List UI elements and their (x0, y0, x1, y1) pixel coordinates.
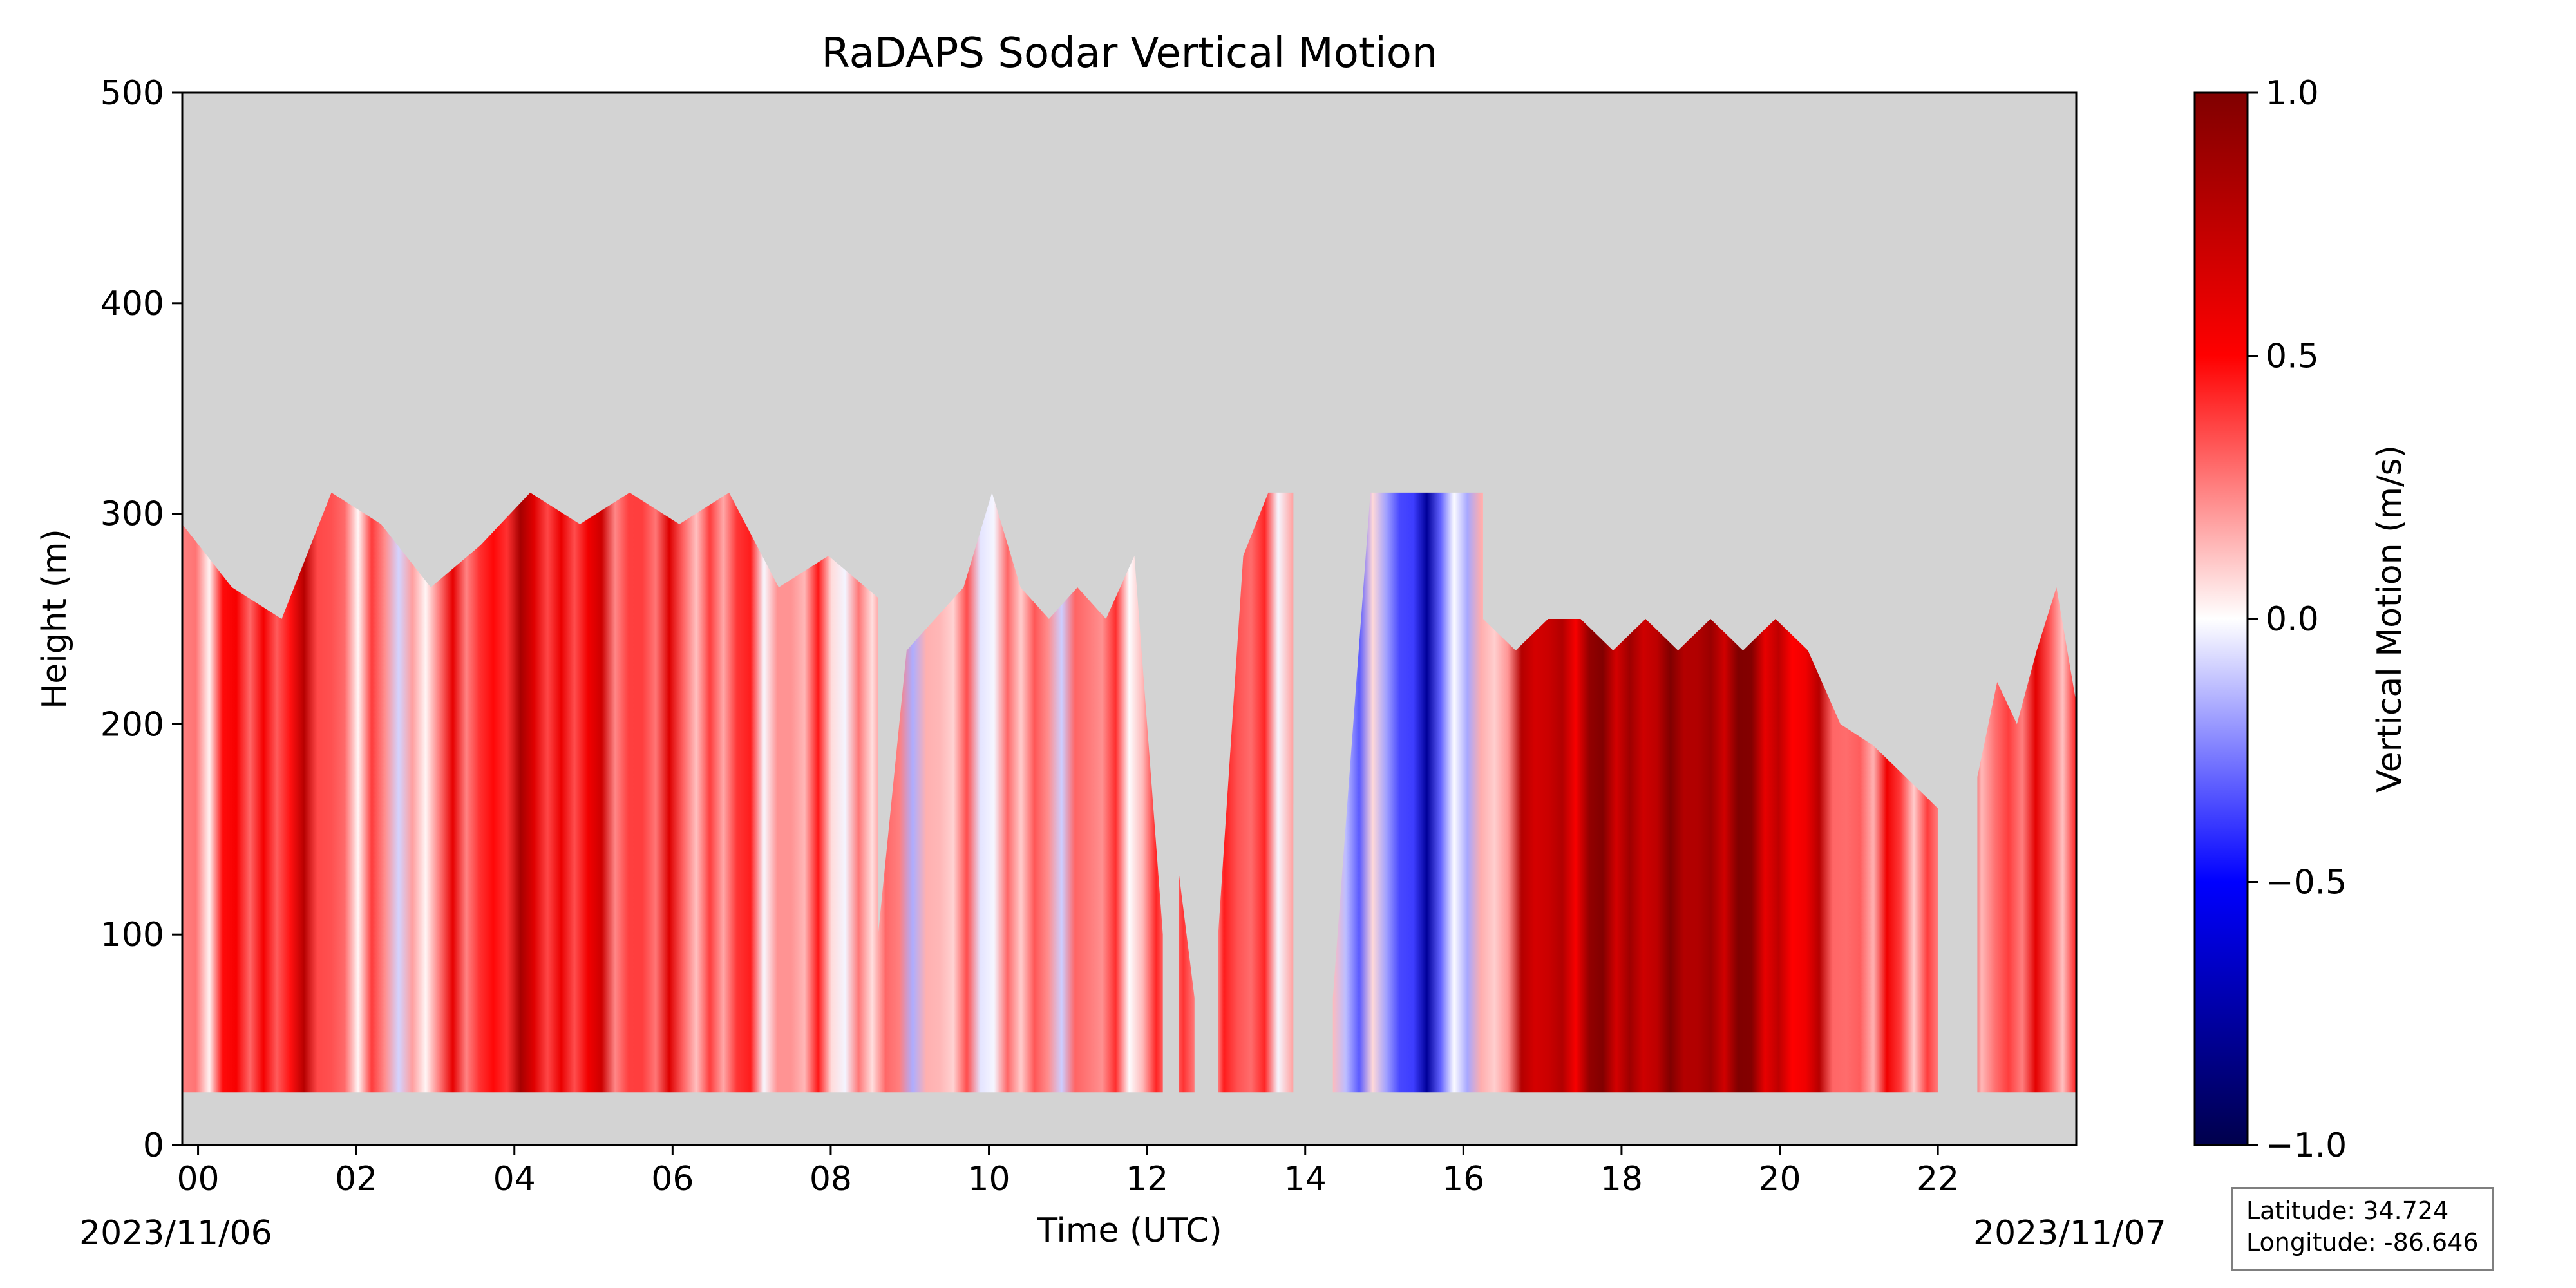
x-tick-label: 20 (1758, 1160, 1801, 1198)
x-tick-label: 02 (335, 1160, 377, 1198)
x-axis-label: Time (UTC) (1036, 1211, 1222, 1250)
x-tick-label: 04 (493, 1160, 536, 1198)
colorbar-tick-label: 0.5 (2266, 337, 2319, 376)
x-tick-label: 16 (1442, 1160, 1484, 1198)
colorbar-tick-label: −1.0 (2266, 1126, 2347, 1165)
colorbar-tick-label: 1.0 (2266, 74, 2319, 113)
colorbar-axis: 1.0 0.5 0.0 −0.5 −1.0 (2248, 74, 2347, 1165)
y-axis: 0 100 200 300 400 500 (100, 74, 182, 1165)
x-axis: 00 02 04 06 08 10 12 14 16 18 20 22 (176, 1145, 1959, 1198)
end-date-label: 2023/11/07 (1973, 1214, 2166, 1253)
x-tick-label: 22 (1917, 1160, 1959, 1198)
x-tick-label: 06 (651, 1160, 694, 1198)
start-date-label: 2023/11/06 (79, 1214, 272, 1253)
x-tick-label: 10 (967, 1160, 1010, 1198)
y-tick-label: 0 (143, 1126, 164, 1165)
x-tick-label: 14 (1284, 1160, 1327, 1198)
data-segment (1977, 587, 2076, 1093)
colorbar-label: Vertical Motion (m/s) (2371, 445, 2409, 793)
x-tick-label: 12 (1126, 1160, 1168, 1198)
plot-frame (181, 91, 2078, 1146)
latitude-label: Latitude: 34.724 (2246, 1197, 2449, 1225)
y-tick-label: 100 (100, 916, 164, 954)
y-tick-label: 400 (100, 285, 164, 323)
y-tick-label: 200 (100, 705, 164, 744)
location-box: Latitude: 34.724 Longitude: -86.646 (2231, 1187, 2494, 1271)
x-tick-label: 18 (1600, 1160, 1643, 1198)
data-segment (1332, 492, 1483, 1093)
data-segment (1218, 492, 1294, 1093)
y-tick-label: 300 (100, 495, 164, 534)
x-tick-label: 00 (176, 1160, 219, 1198)
data-segment (1179, 871, 1195, 1093)
colorbar-tick-label: 0.0 (2266, 600, 2319, 639)
x-tick-label: 08 (810, 1160, 852, 1198)
heatmap-data (182, 492, 2076, 1093)
y-tick-label: 500 (100, 74, 164, 113)
chart-title: RaDAPS Sodar Vertical Motion (822, 30, 1438, 77)
colorbar-tick-label: −0.5 (2266, 864, 2347, 902)
longitude-label: Longitude: -86.646 (2246, 1228, 2479, 1256)
colorbar (2193, 91, 2249, 1146)
data-segment (1483, 619, 1938, 1093)
y-axis-label: Height (m) (35, 529, 74, 709)
data-segment (878, 492, 1163, 1093)
data-segment (182, 492, 878, 1093)
